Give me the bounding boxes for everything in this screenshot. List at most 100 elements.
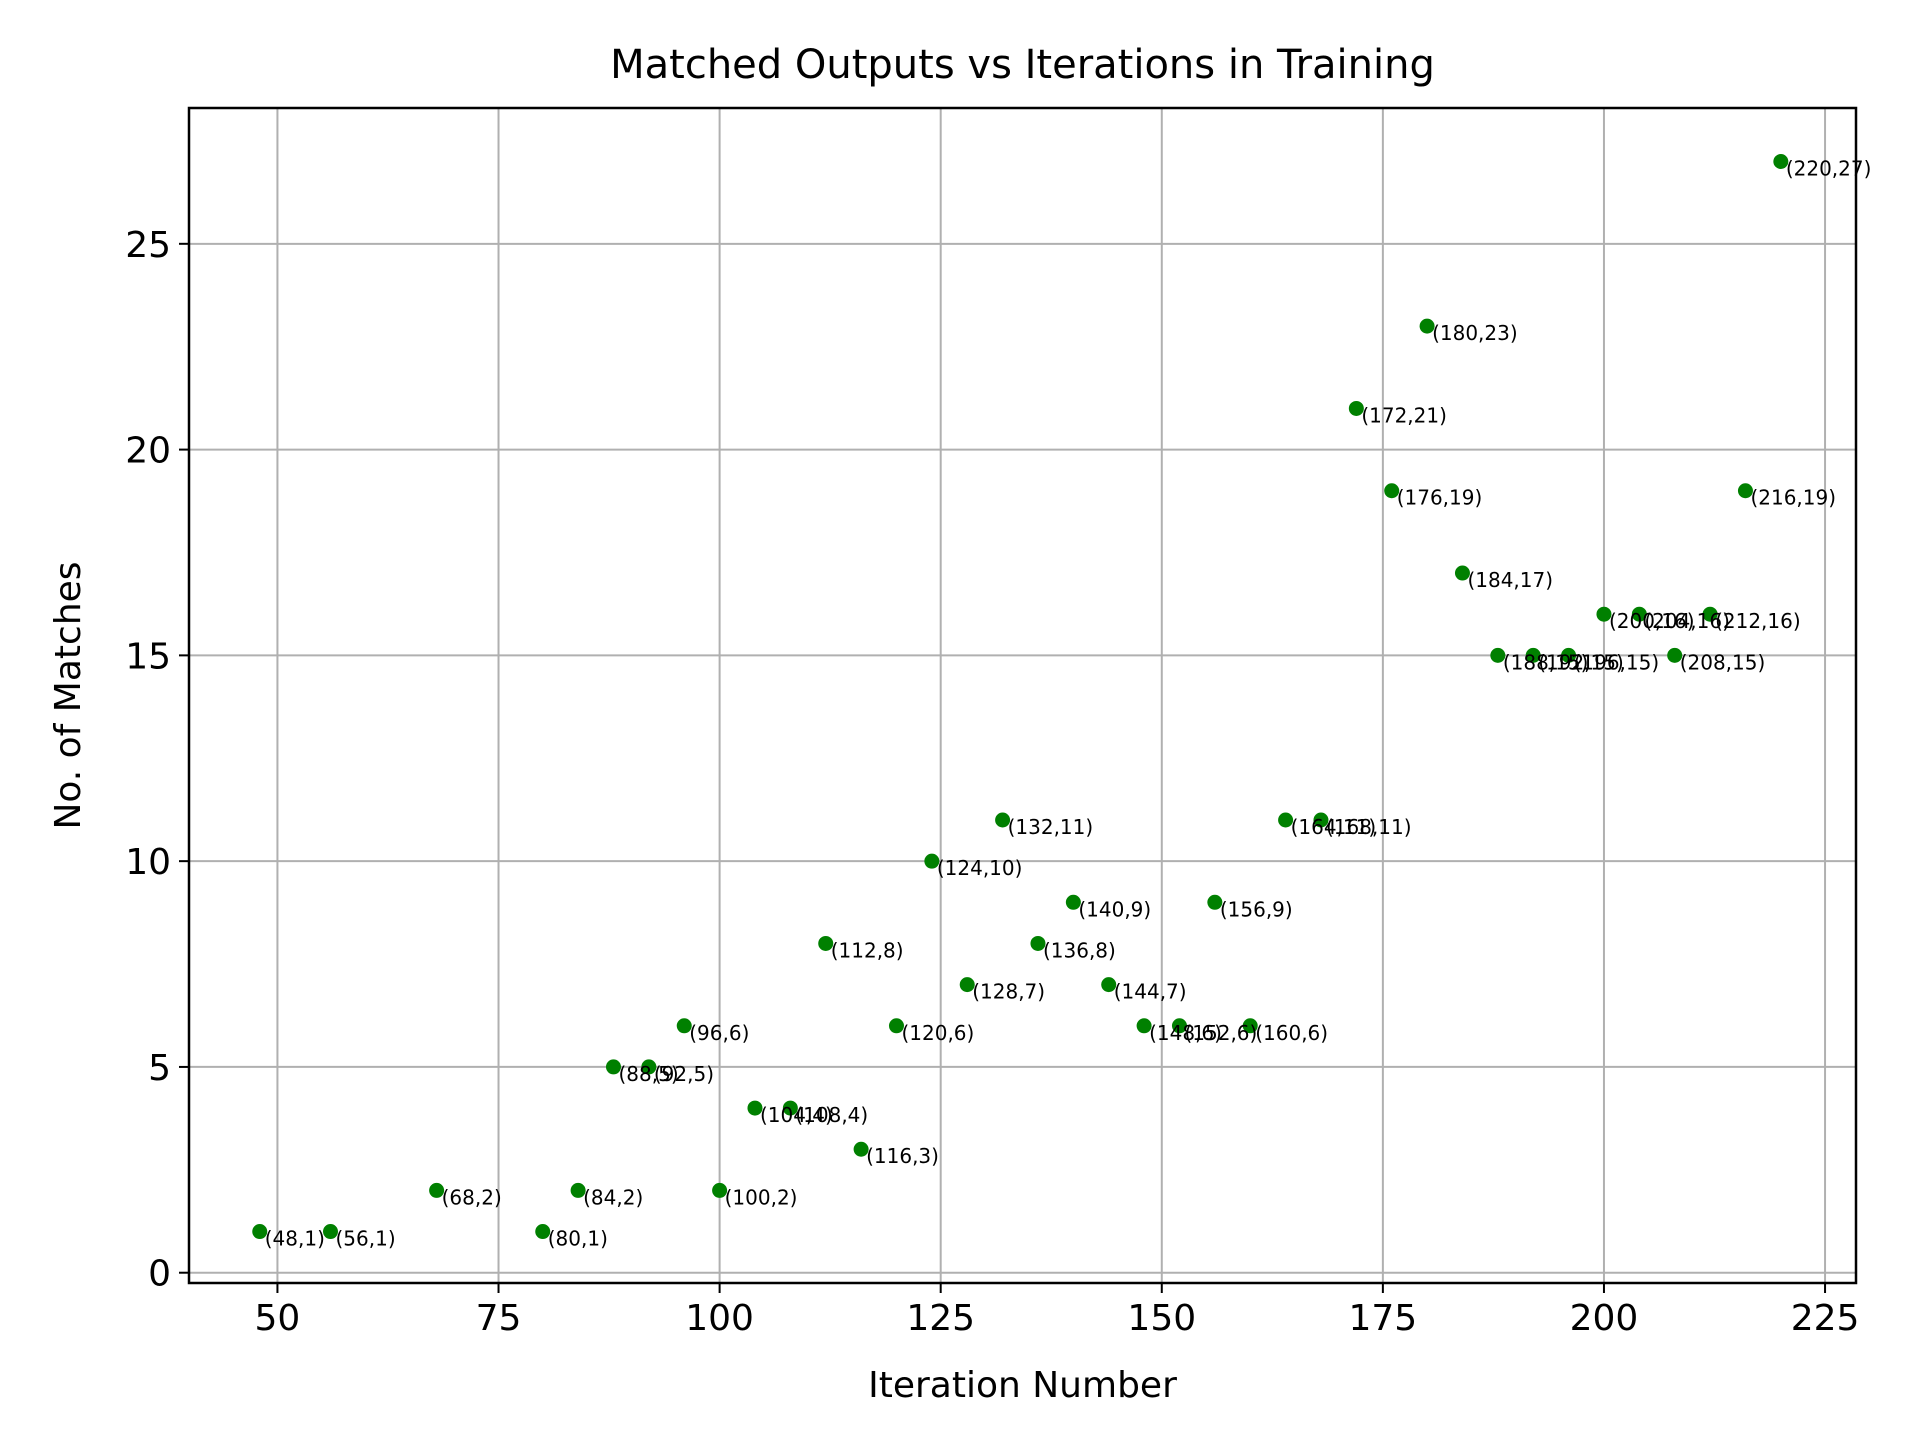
data-point (818, 935, 834, 951)
data-point (747, 1100, 763, 1116)
data-point (1561, 647, 1577, 663)
data-label: (196,15) (1574, 650, 1660, 674)
data-label: (144,7) (1114, 980, 1187, 1004)
y-tick-label: 25 (125, 225, 171, 266)
data-point (322, 1224, 338, 1240)
x-tick-label: 100 (685, 1298, 754, 1339)
y-tick-label: 0 (148, 1254, 171, 1295)
x-tick-label: 125 (906, 1298, 975, 1339)
data-label: (68,2) (442, 1185, 502, 1209)
data-label: (128,7) (972, 980, 1045, 1004)
data-point (1454, 565, 1470, 581)
data-point (959, 977, 975, 993)
data-label: (172,21) (1361, 403, 1447, 427)
data-label: (108,4) (795, 1103, 868, 1127)
data-label: (184,17) (1467, 568, 1553, 592)
data-label: (220,27) (1786, 157, 1872, 181)
y-tick-label: 5 (148, 1048, 171, 1089)
data-point (1737, 483, 1753, 499)
data-label: (100,2) (725, 1185, 798, 1209)
data-point (1278, 812, 1294, 828)
data-label: (148,6) (1149, 1021, 1222, 1045)
x-tick-label: 150 (1127, 1298, 1196, 1339)
data-label: (120,6) (901, 1021, 974, 1045)
data-label: (112,8) (831, 938, 904, 962)
data-point (1171, 1018, 1187, 1034)
chart-title: Matched Outputs vs Iterations in Trainin… (610, 42, 1435, 88)
data-label: (160,6) (1255, 1021, 1328, 1045)
data-point (924, 853, 940, 869)
data-label: (80,1) (548, 1227, 608, 1251)
y-tick-label: 10 (125, 842, 171, 883)
data-label: (56,1) (335, 1227, 395, 1251)
data-point (995, 812, 1011, 828)
data-point (1136, 1018, 1152, 1034)
data-point (535, 1224, 551, 1240)
data-label: (136,8) (1043, 938, 1116, 962)
data-point (1631, 606, 1647, 622)
data-label: (48,1) (265, 1227, 325, 1251)
data-point (1101, 977, 1117, 993)
data-label: (164,11) (1291, 815, 1377, 839)
data-point (853, 1141, 869, 1157)
data-point (712, 1182, 728, 1198)
data-point (1207, 894, 1223, 910)
y-tick-label: 20 (125, 431, 171, 472)
data-point (1030, 935, 1046, 951)
data-label: (104,4) (760, 1103, 833, 1127)
data-points (252, 154, 1789, 1240)
data-label: (168,11) (1326, 815, 1412, 839)
data-label: (124,10) (937, 856, 1023, 880)
x-tick-label: 75 (476, 1298, 522, 1339)
data-point (1773, 154, 1789, 170)
data-point (676, 1018, 692, 1034)
data-point (1490, 647, 1506, 663)
data-label: (96,6) (689, 1021, 749, 1045)
data-label: (188,15) (1503, 650, 1589, 674)
data-point (782, 1100, 798, 1116)
x-axis-label: Iteration Number (868, 1365, 1177, 1406)
data-point (1348, 400, 1364, 416)
data-labels: (48,1) (56,1) (68,2) (80,1) (84,2) (88,5)(92,… (265, 157, 1872, 1251)
y-axis-label: No. of Matches (48, 561, 89, 829)
data-point (888, 1018, 904, 1034)
data-label: (200,16) (1609, 609, 1695, 633)
data-label: (140,9) (1078, 897, 1151, 921)
data-label: (204,16) (1644, 609, 1730, 633)
data-label: (216,19) (1750, 486, 1836, 510)
axis-ticks: 50 75 100 125 150 175 200 225 0 5 10 15 20 25 (125, 225, 1859, 1339)
data-point (1525, 647, 1541, 663)
data-point (570, 1182, 586, 1198)
x-tick-label: 225 (1791, 1298, 1860, 1339)
grid (189, 108, 1856, 1283)
data-label: (116,3) (866, 1144, 939, 1168)
data-point (1384, 483, 1400, 499)
data-label: (156,9) (1220, 897, 1293, 921)
data-point (252, 1224, 268, 1240)
data-label: (176,19) (1397, 486, 1483, 510)
data-point (1242, 1018, 1258, 1034)
y-tick-label: 15 (125, 636, 171, 677)
data-point (641, 1059, 657, 1075)
data-label: (92,5) (654, 1062, 714, 1086)
data-point (605, 1059, 621, 1075)
data-point (1419, 318, 1435, 334)
data-label: (180,23) (1432, 321, 1518, 345)
data-label: (212,16) (1715, 609, 1801, 633)
data-label: (152,6) (1184, 1021, 1257, 1045)
plot-frame (187, 106, 1858, 1285)
data-point (1313, 812, 1329, 828)
data-point (1596, 606, 1612, 622)
data-label: (88,5) (618, 1062, 678, 1086)
x-tick-label: 50 (255, 1298, 301, 1339)
data-point (1667, 647, 1683, 663)
data-point (1065, 894, 1081, 910)
data-label: (208,15) (1680, 650, 1766, 674)
x-tick-label: 200 (1570, 1298, 1639, 1339)
data-label: (84,2) (583, 1185, 643, 1209)
data-point (429, 1182, 445, 1198)
data-label: (192,15) (1538, 650, 1624, 674)
x-tick-label: 175 (1349, 1298, 1418, 1339)
